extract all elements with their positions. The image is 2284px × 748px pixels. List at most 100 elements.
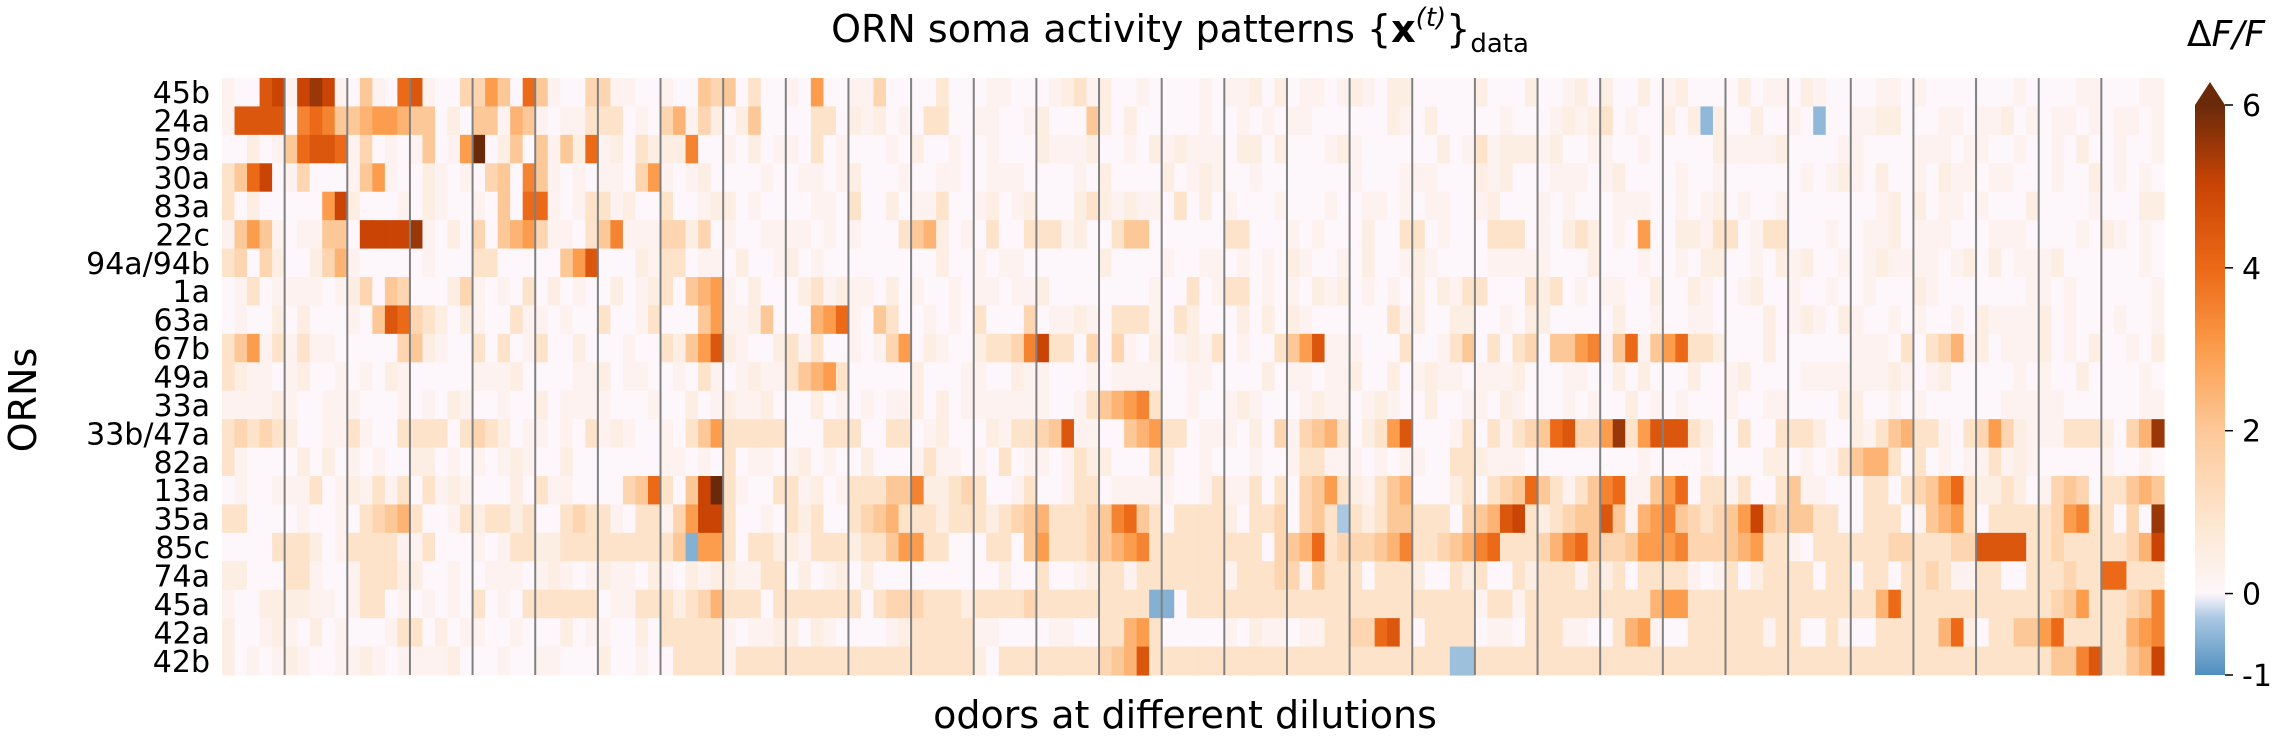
heatmap-cell	[1925, 191, 1940, 221]
heatmap-cell	[723, 106, 737, 136]
heatmap-cell	[1462, 504, 1476, 534]
heatmap-cell	[860, 476, 875, 506]
heatmap-cell	[1299, 106, 1313, 136]
heatmap-cell	[322, 618, 336, 648]
heatmap-cell	[1951, 362, 1965, 392]
heatmap-cell	[1725, 419, 1739, 449]
heatmap-cell	[397, 277, 411, 307]
heatmap-cell	[1086, 277, 1100, 307]
heatmap-cell	[2113, 106, 2128, 136]
heatmap-cell	[798, 390, 812, 420]
heatmap-cell	[1951, 305, 1965, 335]
heatmap-cell	[835, 78, 850, 108]
heatmap-cell	[848, 390, 862, 420]
heatmap-cell	[1738, 106, 1752, 136]
heatmap-cell	[234, 333, 248, 363]
heatmap-cell	[673, 504, 687, 534]
heatmap-cell	[923, 447, 937, 477]
heatmap-cell	[810, 362, 824, 392]
heatmap-cell	[1312, 134, 1326, 164]
heatmap-cell	[1537, 362, 1551, 392]
heatmap-cell	[1550, 305, 1564, 335]
heatmap-cell	[1725, 78, 1739, 108]
heatmap-cell	[698, 277, 712, 307]
heatmap-cell	[1838, 504, 1852, 534]
heatmap-cell	[1199, 390, 1213, 420]
heatmap-cell	[1612, 305, 1626, 335]
heatmap-cell	[1788, 134, 1802, 164]
heatmap-cell	[2001, 248, 2015, 278]
heatmap-cell	[322, 504, 336, 534]
heatmap-cell	[1487, 106, 1501, 136]
heatmap-cell	[735, 333, 749, 363]
heatmap-cell	[259, 362, 273, 392]
heatmap-cell	[1687, 78, 1702, 108]
heatmap-cell	[923, 561, 937, 591]
heatmap-cell	[1788, 78, 1802, 108]
heatmap-cell	[1525, 419, 1539, 449]
heatmap-cell	[1650, 362, 1664, 392]
heatmap-cell	[434, 532, 449, 562]
heatmap-cell	[497, 589, 511, 619]
row-label: 45b	[153, 76, 210, 111]
heatmap-cell	[1061, 333, 1075, 363]
heatmap-cell	[1474, 504, 1489, 534]
heatmap-cell	[1224, 390, 1238, 420]
heatmap-cell	[1738, 163, 1752, 193]
heatmap-cell	[1374, 134, 1388, 164]
heatmap-cell	[1750, 419, 1764, 449]
heatmap-cell	[1111, 333, 1125, 363]
heatmap-cell	[422, 134, 436, 164]
heatmap-cell	[234, 561, 248, 591]
heatmap-cell	[735, 561, 749, 591]
heatmap-cell	[372, 561, 386, 591]
heatmap-cell	[1925, 362, 1940, 392]
heatmap-cell	[1161, 220, 1175, 250]
heatmap-cell	[1399, 476, 1413, 506]
heatmap-cell	[1036, 419, 1050, 449]
heatmap-cell	[222, 561, 236, 591]
heatmap-cell	[673, 589, 687, 619]
heatmap-cell	[2101, 589, 2115, 619]
heatmap-cell	[1412, 419, 1426, 449]
heatmap-cell	[2101, 248, 2115, 278]
heatmap-cell	[272, 390, 286, 420]
heatmap-cell	[1662, 390, 1676, 420]
heatmap-cell	[547, 78, 561, 108]
heatmap-cell	[647, 447, 662, 477]
heatmap-cell	[1124, 447, 1138, 477]
heatmap-cell	[1775, 589, 1789, 619]
heatmap-cell	[2013, 589, 2027, 619]
heatmap-cell	[2138, 362, 2153, 392]
heatmap-cell	[1362, 646, 1376, 676]
heatmap-cell	[1775, 532, 1789, 562]
heatmap-cell	[1312, 163, 1326, 193]
heatmap-cell	[1637, 305, 1651, 335]
heatmap-cell	[1424, 305, 1438, 335]
heatmap-cell	[685, 191, 699, 221]
heatmap-cell	[1788, 248, 1802, 278]
heatmap-cell	[2101, 390, 2115, 420]
heatmap-cell	[660, 362, 674, 392]
heatmap-cell	[998, 419, 1012, 449]
heatmap-cell	[760, 134, 774, 164]
heatmap-cell	[723, 220, 737, 250]
heatmap-cell	[1274, 419, 1288, 449]
heatmap-cell	[1838, 447, 1852, 477]
heatmap-cell	[622, 163, 637, 193]
heatmap-cell	[1838, 646, 1852, 676]
heatmap-cell	[1161, 532, 1175, 562]
heatmap-cell	[447, 78, 461, 108]
heatmap-cell	[1875, 589, 1889, 619]
heatmap-cell	[322, 163, 336, 193]
heatmap-cell	[384, 333, 399, 363]
heatmap-cell	[610, 419, 624, 449]
heatmap-cell	[973, 163, 987, 193]
heatmap-cell	[1174, 248, 1188, 278]
heatmap-cell	[497, 362, 511, 392]
heatmap-cell	[1437, 561, 1451, 591]
heatmap-cell	[923, 277, 937, 307]
heatmap-cell	[1850, 220, 1864, 250]
heatmap-cell	[1875, 504, 1889, 534]
heatmap-cell	[911, 277, 925, 307]
